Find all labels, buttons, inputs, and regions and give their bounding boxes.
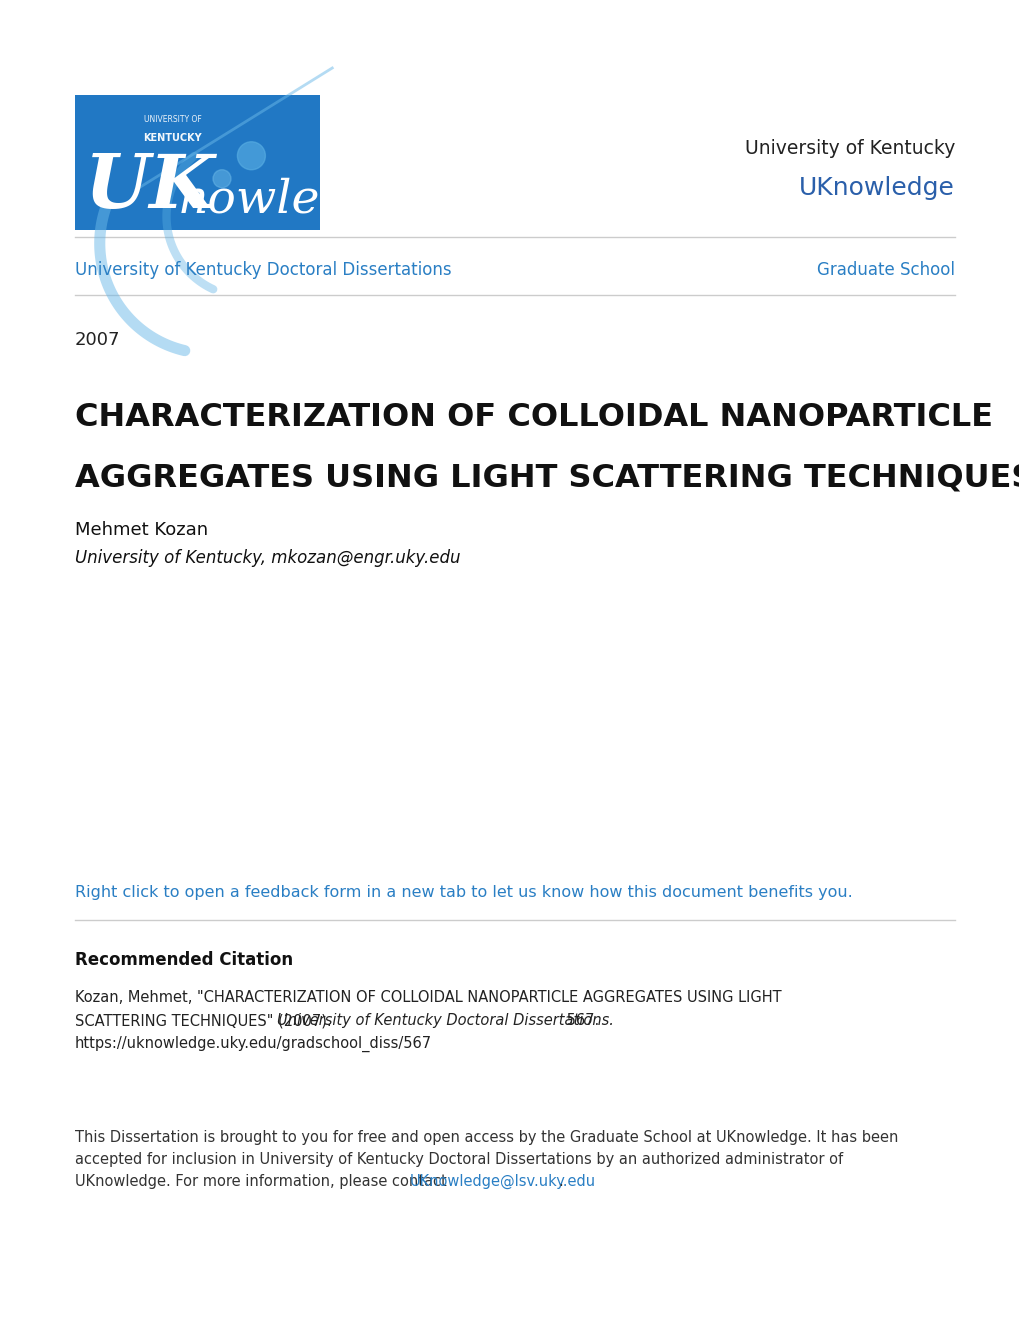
Text: UKnowledge@lsv.uky.edu: UKnowledge@lsv.uky.edu (410, 1173, 595, 1189)
Circle shape (213, 170, 230, 187)
Text: Kozan, Mehmet, "CHARACTERIZATION OF COLLOIDAL NANOPARTICLE AGGREGATES USING LIGH: Kozan, Mehmet, "CHARACTERIZATION OF COLL… (75, 990, 781, 1005)
Text: Mehmet Kozan: Mehmet Kozan (75, 521, 208, 539)
Text: Graduate School: Graduate School (816, 261, 954, 279)
Text: University of Kentucky: University of Kentucky (744, 139, 954, 157)
Text: 567.: 567. (561, 1012, 599, 1028)
Text: Recommended Citation: Recommended Citation (75, 950, 292, 969)
Text: SCATTERING TECHNIQUES" (2007).: SCATTERING TECHNIQUES" (2007). (75, 1012, 336, 1028)
Text: CHARACTERIZATION OF COLLOIDAL NANOPARTICLE: CHARACTERIZATION OF COLLOIDAL NANOPARTIC… (75, 403, 993, 433)
Text: AGGREGATES USING LIGHT SCATTERING TECHNIQUES: AGGREGATES USING LIGHT SCATTERING TECHNI… (75, 462, 1019, 494)
Text: UK: UK (85, 150, 215, 223)
Text: KENTUCKY: KENTUCKY (144, 133, 202, 143)
Text: This Dissertation is brought to you for free and open access by the Graduate Sch: This Dissertation is brought to you for … (75, 1130, 898, 1144)
Text: .: . (557, 1173, 562, 1189)
Text: Right click to open a feedback form in a new tab to let us know how this documen: Right click to open a feedback form in a… (75, 886, 852, 900)
Text: University of Kentucky Doctoral Dissertations: University of Kentucky Doctoral Disserta… (75, 261, 451, 279)
Text: https://uknowledge.uky.edu/gradschool_diss/567: https://uknowledge.uky.edu/gradschool_di… (75, 1036, 432, 1052)
Text: UKnowledge. For more information, please contact: UKnowledge. For more information, please… (75, 1173, 451, 1189)
Text: UNIVERSITY OF: UNIVERSITY OF (144, 115, 201, 124)
FancyBboxPatch shape (75, 95, 320, 230)
Text: accepted for inclusion in University of Kentucky Doctoral Dissertations by an au: accepted for inclusion in University of … (75, 1152, 843, 1167)
Text: 2007: 2007 (75, 331, 120, 348)
Text: University of Kentucky, mkozan@engr.uky.edu: University of Kentucky, mkozan@engr.uky.… (75, 549, 460, 568)
Text: University of Kentucky Doctoral Dissertations.: University of Kentucky Doctoral Disserta… (277, 1012, 613, 1028)
Text: nowledge: nowledge (177, 177, 409, 223)
Circle shape (237, 141, 265, 170)
Text: UKnowledge: UKnowledge (798, 176, 954, 201)
